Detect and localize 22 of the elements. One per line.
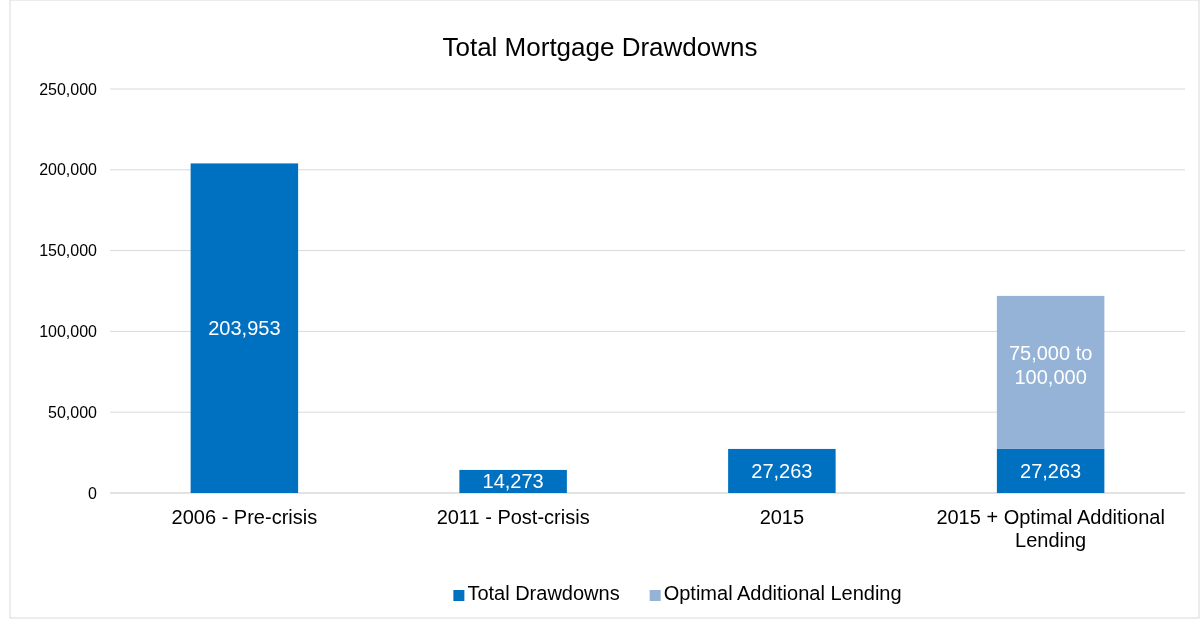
x-tick-label: 2011 - Post-crisis [436, 506, 590, 528]
data-label: 203,953 [208, 317, 281, 340]
y-tick-label: 0 [88, 484, 98, 502]
x-tick-label: 2006 - Pre-crisis [171, 506, 318, 528]
bar [728, 448, 836, 493]
chart-title: Total Mortgage Drawdowns [442, 32, 758, 62]
y-tick-label: 200,000 [39, 161, 98, 179]
y-tick-label: 250,000 [39, 80, 98, 98]
y-tick-label: 100,000 [39, 323, 98, 341]
data-label: 27,263 [751, 459, 813, 482]
y-tick-label: 150,000 [39, 242, 98, 260]
data-label: 27,263 [1020, 459, 1082, 482]
bar [190, 163, 299, 493]
bar [996, 295, 1105, 449]
y-tick-label: 50,000 [48, 403, 98, 421]
legend-label: Optimal Additional Lending [663, 582, 902, 604]
data-label: 14,273 [482, 470, 544, 493]
x-tick-label: 2015 [759, 506, 805, 528]
x-tick-label: 2015 + Optimal Additional Lending [936, 506, 1165, 551]
annotation: 75,000 to 100,000 [1008, 342, 1093, 389]
legend-label: Total Drawdowns [467, 582, 620, 604]
bar [996, 448, 1105, 493]
